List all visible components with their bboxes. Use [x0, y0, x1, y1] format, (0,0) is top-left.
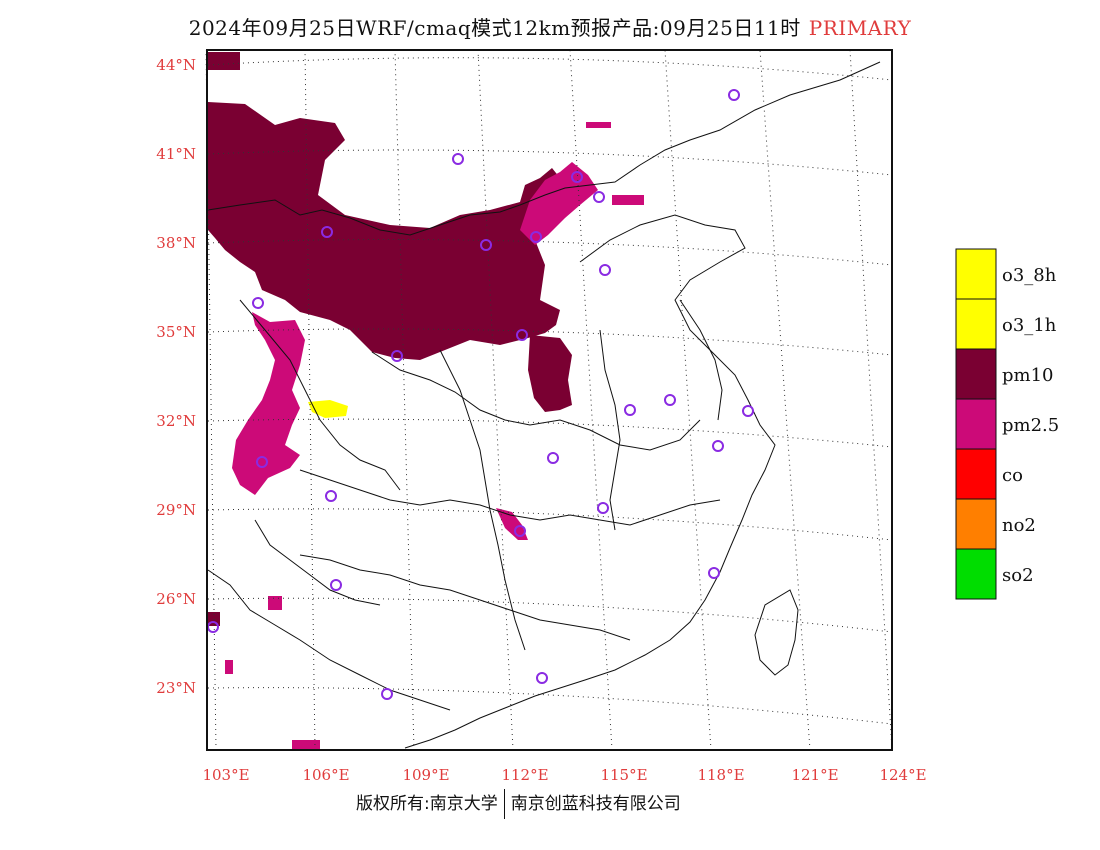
legend-swatch [955, 448, 997, 500]
station-marker [256, 456, 268, 468]
station-marker [452, 153, 464, 165]
lon-label: 103°E [202, 766, 249, 784]
pm10-region-north [208, 52, 572, 626]
station-marker [330, 579, 342, 591]
station-marker [624, 404, 636, 416]
title-text: 2024年09月25日WRF/cmaq模式12km预报产品:09月25日11时 [188, 16, 801, 40]
footer: 版权所有:南京大学 南京创蓝科技有限公司 [356, 789, 681, 819]
copyright-text: 版权所有:南京大学 [356, 794, 498, 814]
lat-label: 32°N [156, 412, 196, 430]
lat-label: 41°N [156, 145, 196, 163]
o3-region [308, 400, 348, 418]
legend-label: o3_8h [1002, 265, 1057, 286]
legend-label: pm2.5 [1002, 415, 1059, 436]
station-marker [252, 297, 264, 309]
station-marker [708, 567, 720, 579]
station-marker [728, 89, 740, 101]
station-marker [593, 191, 605, 203]
station-marker [381, 688, 393, 700]
footer-separator [503, 789, 505, 819]
legend-swatch [955, 348, 997, 400]
lat-label: 35°N [156, 323, 196, 341]
legend-label: co [1002, 465, 1023, 486]
lon-label: 118°E [697, 766, 744, 784]
map-frame [206, 49, 893, 751]
legend: o3_8h o3_1h pm10 pm2.5 co no2 so2 [955, 248, 1059, 600]
lon-label: 106°E [302, 766, 349, 784]
company-text: 南京创蓝科技有限公司 [510, 794, 681, 814]
lat-label: 29°N [156, 501, 196, 519]
station-marker [571, 171, 583, 183]
station-marker [599, 264, 611, 276]
lat-label: 44°N [156, 56, 196, 74]
station-marker [664, 394, 676, 406]
legend-label: o3_1h [1002, 315, 1057, 336]
station-marker [321, 226, 333, 238]
station-marker [742, 405, 754, 417]
station-marker [480, 239, 492, 251]
lon-label: 115°E [600, 766, 647, 784]
lon-label: 121°E [791, 766, 838, 784]
lon-label: 112°E [501, 766, 548, 784]
station-marker [547, 452, 559, 464]
legend-label: no2 [1002, 515, 1036, 536]
station-marker [516, 329, 528, 341]
lat-label: 38°N [156, 234, 196, 252]
station-marker [536, 672, 548, 684]
legend-label: pm10 [1002, 365, 1054, 386]
legend-swatch [955, 548, 997, 600]
map-title: 2024年09月25日WRF/cmaq模式12km预报产品:09月25日11时 P… [0, 12, 1100, 41]
lat-label: 23°N [156, 679, 196, 697]
station-marker [530, 231, 542, 243]
station-marker [514, 525, 526, 537]
legend-swatch [955, 398, 997, 450]
latitude-labels: 44°N 41°N 38°N 35°N 32°N 29°N 26°N 23°N [156, 56, 196, 697]
lat-label: 26°N [156, 590, 196, 608]
legend-swatch [955, 498, 997, 550]
lon-label: 124°E [879, 766, 926, 784]
lon-label: 109°E [402, 766, 449, 784]
longitude-labels: 103°E 106°E 109°E 112°E 115°E 118°E 121°… [202, 766, 926, 784]
station-marker [325, 490, 337, 502]
station-marker [391, 350, 403, 362]
legend-swatch [955, 248, 997, 300]
title-tag: PRIMARY [808, 16, 912, 40]
boundary-lines [207, 61, 881, 749]
graticule [205, 49, 893, 751]
station-markers [207, 89, 754, 700]
station-marker [597, 502, 609, 514]
station-marker [712, 440, 724, 452]
legend-label: so2 [1002, 565, 1034, 586]
legend-swatch [955, 298, 997, 350]
